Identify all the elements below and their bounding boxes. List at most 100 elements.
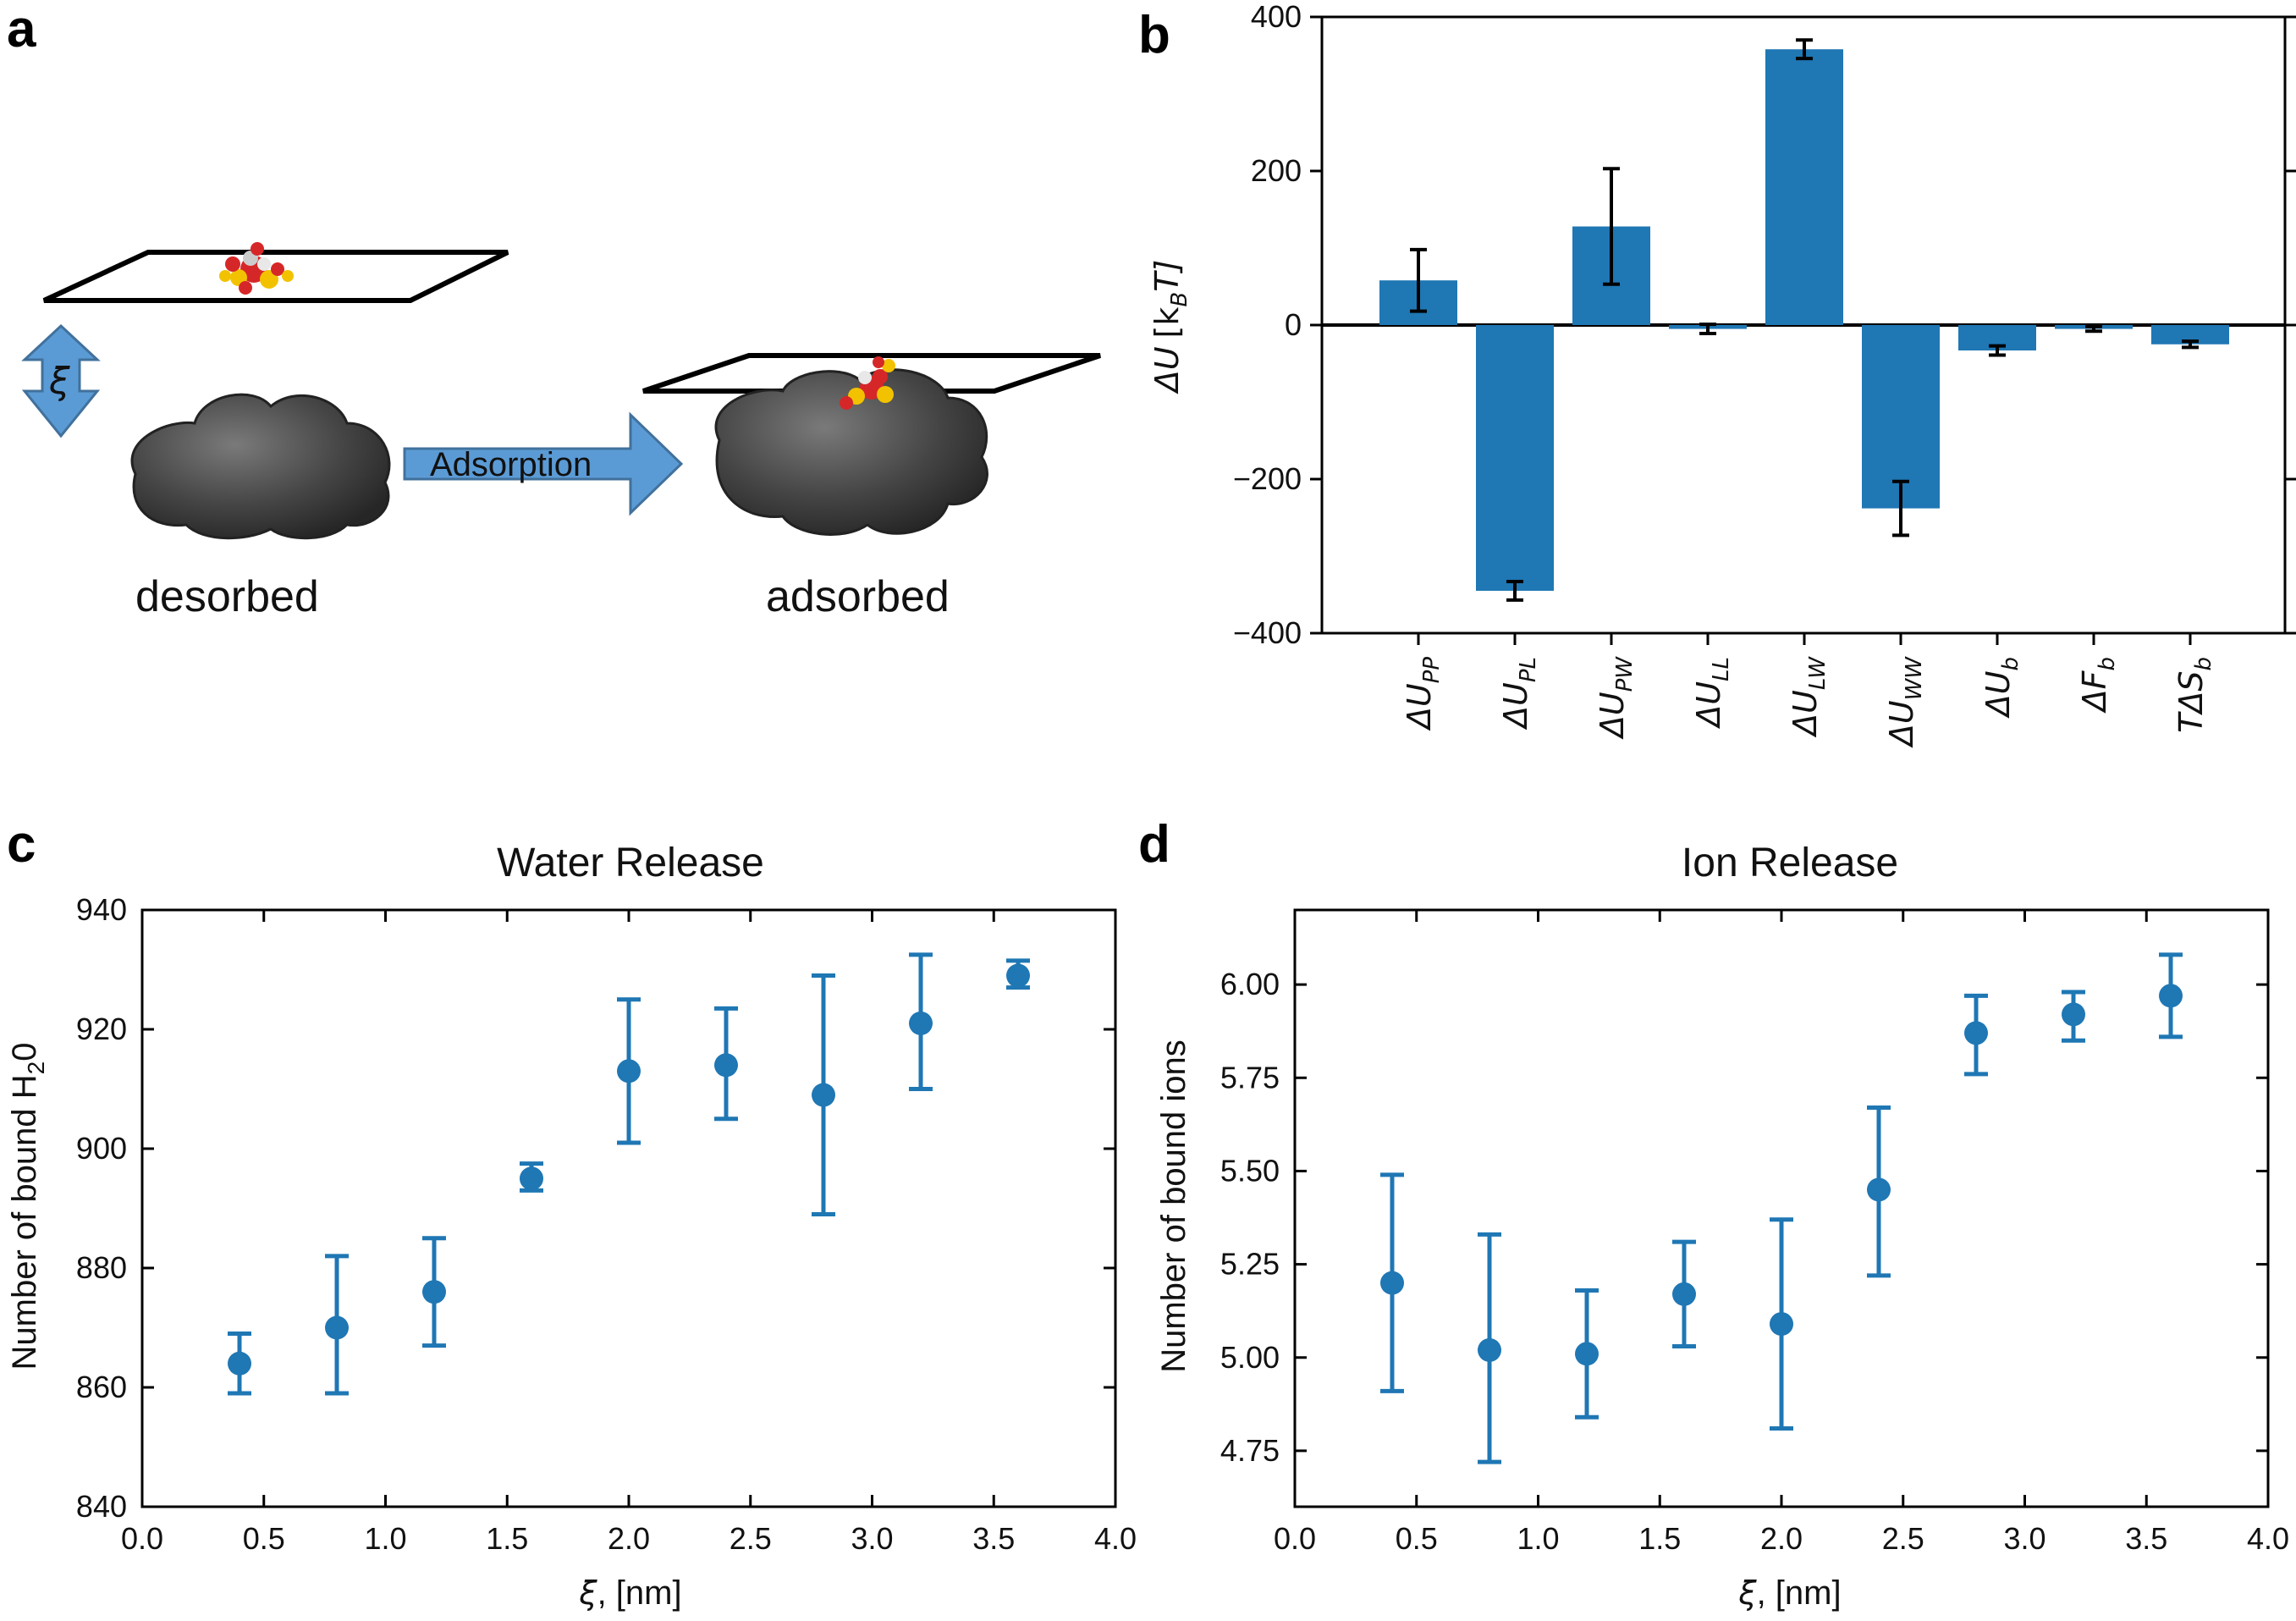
chart-c-ylabel-pre: Number of bound H — [6, 1074, 43, 1370]
adsorbed-protein-icon — [714, 368, 988, 536]
chart-d-xlabel-unit: , [nm] — [1757, 1574, 1842, 1612]
chart-d-point-2 — [1575, 1342, 1599, 1366]
chart-b-xtick-label-2: ΔUPW — [1594, 656, 1638, 740]
panel-letter-c: c — [7, 815, 36, 874]
chart-c-xlabel: ξ, [nm] — [578, 1574, 681, 1612]
chart-c-ytick-label-3: 900 — [76, 1131, 127, 1166]
chart-c-xlabel-unit: , [nm] — [597, 1574, 682, 1612]
chart-d-ytick-label-3: 5.50 — [1220, 1153, 1280, 1188]
chart-c-xtick-label-0: 0.0 — [121, 1521, 163, 1556]
chart-d-xtick-label-1: 0.5 — [1396, 1521, 1438, 1556]
panel-letter-b: b — [1138, 6, 1170, 64]
chart-c-xtick-label-5: 2.5 — [730, 1521, 772, 1556]
chart-d-point-6 — [1964, 1021, 1988, 1045]
chart-c-point-3 — [520, 1166, 543, 1191]
chart-b-ylabel-end: T] — [1148, 260, 1186, 292]
desorbed-ligand-icon — [219, 242, 294, 295]
chart-c-ytick-label-2: 880 — [76, 1250, 127, 1285]
chart-c-xlabel-var: ξ — [578, 1574, 597, 1612]
chart-b-ytick-label-0: −400 — [1233, 615, 1302, 650]
chart-b-bar-pl-1 — [1476, 325, 1554, 591]
chart-d-point-5 — [1867, 1177, 1891, 1202]
chart-c-ylabel-post: 0 — [6, 1043, 43, 1061]
panel-letter-d: d — [1138, 815, 1170, 874]
chart-d-point-8 — [2159, 984, 2183, 1008]
chart-d-xtick-label-4: 2.0 — [1760, 1521, 1803, 1556]
chart-c-point-1 — [325, 1315, 349, 1340]
chart-d-ytick-label-2: 5.25 — [1220, 1247, 1280, 1282]
chart-c-ytick-label-5: 940 — [76, 892, 127, 927]
chart-b-ytick-label-2: 0 — [1285, 307, 1302, 342]
double-arrow-icon — [21, 323, 101, 438]
chart-c-xtick-label-6: 3.0 — [851, 1521, 893, 1556]
chart-d-ytick-label-0: 4.75 — [1220, 1433, 1280, 1468]
chart-c-xtick-label-8: 4.0 — [1094, 1521, 1137, 1556]
chart-b-xtick-label-4: ΔULW — [1787, 656, 1831, 738]
adsorbed-caption: adsorbed — [766, 572, 950, 621]
chart-b-ylabel: ΔU [kBT] — [1148, 260, 1192, 395]
chart-c-ylabel: Number of bound H20 — [6, 1043, 49, 1370]
chart-b-ytick-label-3: 200 — [1251, 153, 1302, 188]
chart-d-point-4 — [1770, 1312, 1793, 1337]
desorbed-protein-icon — [130, 393, 391, 540]
chart-c-point-6 — [812, 1083, 835, 1107]
chart-d-xtick-label-5: 2.5 — [1882, 1521, 1924, 1556]
chart-b-ytick-label-1: −200 — [1233, 461, 1302, 496]
chart-b-bar-ww-5 — [1862, 325, 1940, 509]
desorbed-caption: desorbed — [135, 572, 319, 621]
chart-b-xtick-label-5: ΔUWW — [1883, 656, 1927, 749]
chart-b-xtick-label-6: ΔUb — [1979, 657, 2023, 719]
chart-b-xtick-label-3: ΔULL — [1690, 657, 1734, 730]
chart-d-xtick-label-0: 0.0 — [1274, 1521, 1316, 1556]
panel-letter-a: a — [7, 0, 36, 58]
chart-d-xtick-label-7: 3.5 — [2125, 1521, 2167, 1556]
adsorption-arrow-icon — [403, 411, 684, 516]
chart-c-xtick-label-7: 3.5 — [972, 1521, 1015, 1556]
chart-c-ytick-label-0: 840 — [76, 1489, 127, 1524]
chart-b-ytick-label-4: 400 — [1251, 0, 1302, 34]
chart-c-xtick-label-4: 2.0 — [608, 1521, 650, 1556]
chart-b-bar-b-8 — [2151, 325, 2229, 345]
chart-c-point-2 — [422, 1280, 446, 1304]
chart-c-title: Water Release — [497, 841, 764, 885]
adsorbed-ligand-icon — [840, 356, 895, 410]
chart-d-ytick-label-1: 5.00 — [1220, 1340, 1280, 1375]
chart-c-ylabel-sub: 2 — [23, 1061, 49, 1075]
chart-d-point-1 — [1478, 1337, 1501, 1362]
chart-c-xtick-label-3: 1.5 — [486, 1521, 528, 1556]
chart-c-point-4 — [617, 1059, 641, 1083]
chart-c-point-7 — [909, 1011, 933, 1035]
chart-b-xtick-label-8: TΔSb — [2172, 657, 2216, 733]
chart-d-title: Ion Release — [1682, 841, 1898, 885]
chart-d-ylabel: Number of bound ions — [1155, 1039, 1192, 1373]
chart-b-xtick-label-7: ΔFb — [2076, 657, 2120, 714]
chart-b-ylabel-var: ΔU — [1148, 346, 1186, 394]
chart-c-point-8 — [1006, 963, 1030, 988]
chart-d-xtick-label-2: 1.0 — [1517, 1521, 1559, 1556]
chart-c-point-5 — [714, 1053, 738, 1078]
chart-d-xtick-label-6: 3.0 — [2003, 1521, 2045, 1556]
chart-d-ytick-label-4: 5.75 — [1220, 1060, 1280, 1094]
xi-symbol: ξ — [48, 360, 70, 403]
chart-d-point-0 — [1380, 1271, 1404, 1295]
chart-b-xtick-label-1: ΔUPL — [1497, 657, 1541, 731]
chart-b-ylabel-unit: [k — [1148, 307, 1186, 339]
chart-b-bar-lw-4 — [1765, 49, 1843, 325]
chart-c-xtick-label-2: 1.0 — [364, 1521, 406, 1556]
chart-b-ylabel-sub: B — [1167, 292, 1192, 307]
chart-c-xtick-label-1: 0.5 — [243, 1521, 285, 1556]
chart-d-xtick-label-3: 1.5 — [1638, 1521, 1681, 1556]
chart-c-ytick-label-4: 920 — [76, 1012, 127, 1046]
chart-c-ytick-label-1: 860 — [76, 1370, 127, 1404]
chart-c-point-0 — [228, 1351, 251, 1376]
chart-d-point-7 — [2062, 1002, 2085, 1027]
adsorption-label: Adsorption — [430, 446, 592, 483]
chart-b: ΔU [kBT] −400 −200 0 200 400 ΔUPP ΔUPL ΔUPW ΔULL Δ… — [1148, 0, 2296, 748]
chart-c: Water Release ξ, [nm] Number of bound H2… — [6, 841, 1137, 1612]
chart-d-xlabel: ξ, [nm] — [1737, 1574, 1841, 1612]
chart-d-xtick-label-8: 4.0 — [2247, 1521, 2289, 1556]
chart-d-ytick-label-5: 6.00 — [1220, 967, 1280, 1001]
chart-d-point-3 — [1672, 1282, 1696, 1306]
panel-a-schematic: ξ Adsorption desorbed adsorbed — [21, 242, 1101, 621]
